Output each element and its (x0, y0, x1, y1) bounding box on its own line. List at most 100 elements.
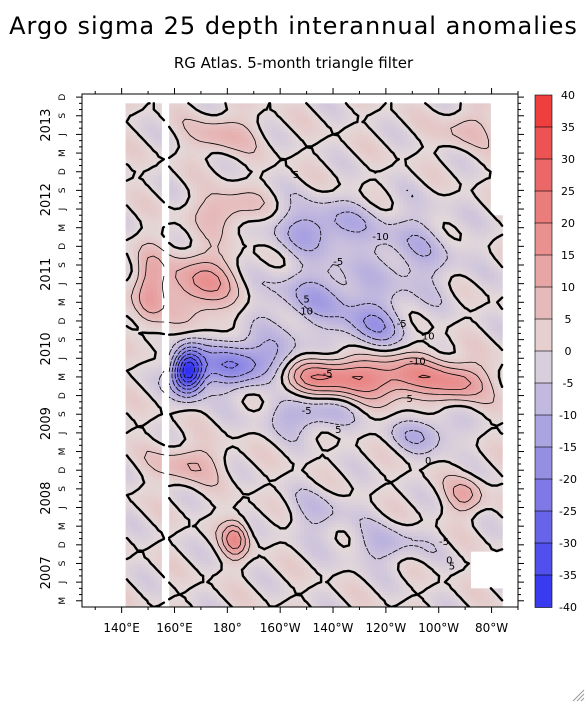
field-cell (133, 594, 139, 599)
field-cell (137, 265, 143, 269)
field-cell (141, 205, 147, 210)
field-cell (125, 547, 131, 552)
field-cell (181, 560, 186, 565)
field-cell (192, 551, 198, 555)
field-cell (185, 488, 190, 493)
field-cell (157, 205, 162, 210)
field-cell (192, 538, 198, 543)
field-cell (169, 463, 174, 468)
field-cell (157, 296, 162, 300)
field-cell (149, 184, 154, 188)
field-cell (145, 171, 150, 176)
field-cell (149, 467, 154, 471)
field-cell (129, 308, 135, 313)
field-cell (177, 603, 182, 607)
field-cell (169, 551, 174, 555)
field-cell (173, 131, 178, 136)
field-cell (149, 579, 154, 583)
field-cell (189, 591, 194, 596)
field-cell (141, 395, 147, 400)
field-cell (177, 501, 182, 505)
field-cell (125, 246, 131, 251)
field-cell (192, 451, 198, 456)
field-cell (189, 600, 194, 605)
field-cell (181, 311, 186, 316)
field-cell (189, 296, 194, 300)
field-cell (173, 457, 178, 462)
field-cell (177, 504, 182, 509)
field-cell (129, 258, 135, 263)
field-cell (181, 373, 186, 378)
field-cell (173, 196, 178, 201)
field-cell (133, 482, 139, 487)
field-cell (173, 233, 178, 238)
field-cell (189, 361, 194, 366)
field-cell (169, 149, 174, 154)
field-cell (192, 572, 198, 577)
field-cell (141, 491, 147, 496)
field-cell (141, 579, 147, 583)
field-cell (149, 246, 154, 251)
field-cell (189, 109, 194, 114)
field-cell (129, 526, 135, 530)
field-cell (153, 320, 158, 325)
field-cell (137, 184, 143, 188)
field-cell (145, 128, 150, 132)
field-cell (185, 171, 190, 176)
field-cell (129, 143, 135, 148)
field-cell (125, 594, 131, 599)
field-cell (145, 408, 150, 412)
field-cell (125, 482, 131, 487)
field-cell (173, 324, 178, 328)
field-cell (149, 131, 154, 136)
field-cell (192, 439, 198, 443)
field-cell (153, 510, 158, 515)
field-cell (177, 408, 182, 412)
field-cell (129, 597, 135, 602)
field-cell (141, 143, 147, 148)
field-cell (181, 457, 186, 462)
field-cell (153, 467, 158, 471)
field-cell (129, 153, 135, 157)
field-cell (192, 463, 198, 468)
field-cell (137, 271, 143, 275)
field-cell (169, 184, 174, 188)
field-cell (157, 566, 162, 571)
field-cell (153, 488, 158, 493)
field-cell (157, 345, 162, 350)
field-cell (169, 261, 174, 266)
field-cell (177, 233, 182, 238)
field-cell (185, 532, 190, 537)
field-cell (149, 361, 154, 366)
field-cell (185, 417, 190, 422)
field-cell (181, 125, 186, 129)
field-cell (169, 283, 174, 288)
field-cell (133, 193, 139, 198)
field-cell (137, 140, 143, 145)
field-cell (169, 268, 174, 272)
field-cell (153, 547, 158, 552)
field-cell (177, 376, 182, 381)
field-cell (137, 582, 143, 586)
field-cell (145, 495, 150, 499)
field-cell (177, 286, 182, 291)
field-cell (153, 311, 158, 316)
field-cell (189, 526, 194, 530)
field-cell (145, 439, 150, 443)
field-cell (125, 339, 131, 344)
field-cell (153, 563, 158, 568)
field-cell (185, 258, 190, 263)
field-cell (137, 510, 143, 515)
field-cell (169, 566, 174, 571)
field-cell (137, 243, 143, 247)
field-cell (141, 345, 147, 350)
field-cell (157, 445, 162, 450)
field-cell (181, 193, 186, 198)
field-cell (149, 221, 154, 226)
field-cell (141, 327, 147, 331)
field-cell (125, 128, 131, 132)
field-cell (192, 554, 198, 558)
field-cell (173, 352, 178, 356)
field-cell (129, 380, 135, 384)
field-cell (177, 243, 182, 247)
